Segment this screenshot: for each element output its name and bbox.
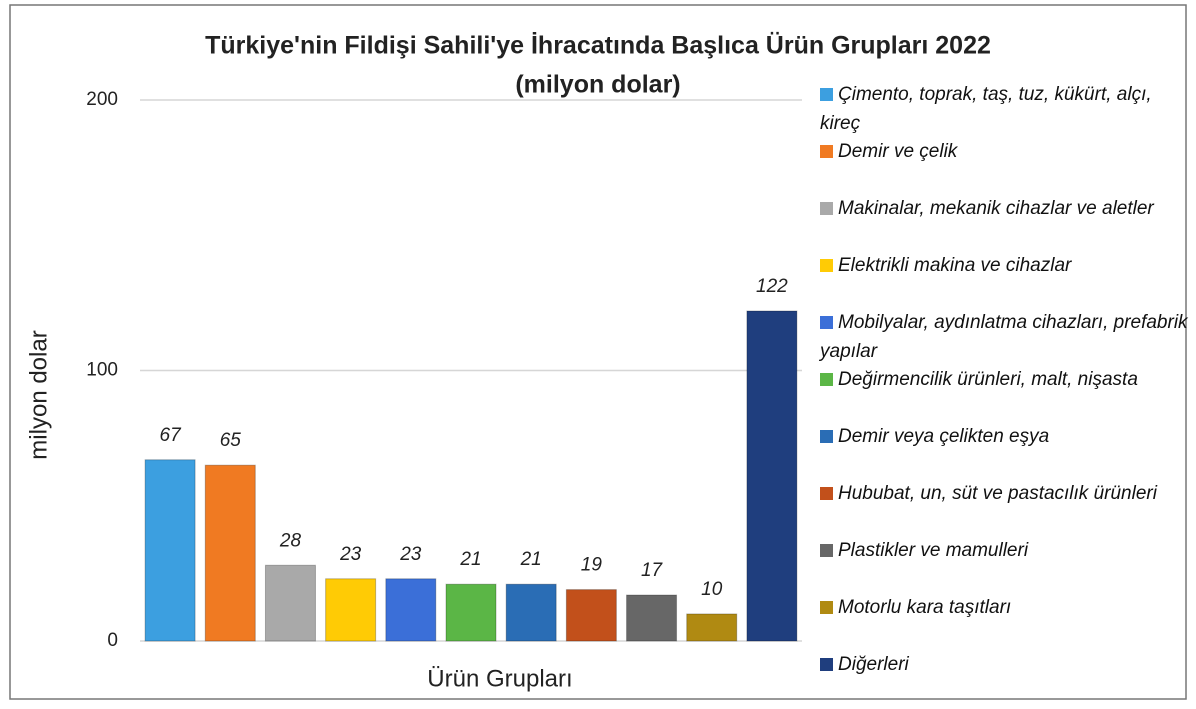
data-label: 21 <box>520 549 542 570</box>
legend-swatch <box>820 316 833 329</box>
legend-label: Makinalar, mekanik cihazlar ve aletler <box>838 198 1154 219</box>
data-label: 122 <box>756 276 788 297</box>
chart-subtitle: (milyon dolar) <box>515 71 680 99</box>
y-tick-label: 200 <box>86 89 118 110</box>
legend-swatch <box>820 658 833 671</box>
legend-swatch <box>820 202 833 215</box>
bar <box>686 613 738 642</box>
legend-item: Motorlu kara taşıtları <box>820 593 1188 622</box>
legend-item: Çimento, toprak, taş, tuz, kükürt, alçı,… <box>820 80 1188 138</box>
legend-item: Diğerleri <box>820 650 1188 679</box>
bar <box>565 589 617 642</box>
legend-label: Hububat, un, süt ve pastacılık ürünleri <box>838 483 1157 504</box>
data-label: 67 <box>160 425 183 446</box>
legend-item: Değirmencilik ürünleri, malt, nişasta <box>820 365 1188 394</box>
legend-label: Demir ve çelik <box>838 141 958 162</box>
legend-swatch <box>820 88 833 101</box>
legend-label: Mobilyalar, aydınlatma cihazları, prefab… <box>820 312 1188 362</box>
bar <box>144 459 196 642</box>
legend-label: Diğerleri <box>838 654 909 675</box>
frame <box>9 4 1187 700</box>
legend-item: Elektrikli makina ve cihazlar <box>820 251 1188 280</box>
legend-swatch <box>820 259 833 272</box>
legend-item: Makinalar, mekanik cihazlar ve aletler <box>820 194 1188 223</box>
chart-title: Türkiye'nin Fildişi Sahili'ye İhracatınd… <box>205 31 991 60</box>
bar <box>325 578 377 642</box>
legend-item: Plastikler ve mamulleri <box>820 536 1188 565</box>
bar <box>264 564 316 642</box>
data-label: 23 <box>339 544 362 565</box>
legend-swatch <box>820 487 833 500</box>
x-axis-title: Ürün Grupları <box>427 665 572 692</box>
data-label: 28 <box>279 530 302 551</box>
y-tick-label: 0 <box>107 630 118 651</box>
legend-swatch <box>820 373 833 386</box>
bar <box>445 583 497 642</box>
data-label: 65 <box>220 430 242 451</box>
bar <box>385 578 437 642</box>
legend-label: Değirmencilik ürünleri, malt, nişasta <box>838 369 1138 390</box>
legend-item: Demir veya çelikten eşya <box>820 422 1188 451</box>
bar <box>626 594 678 642</box>
data-label: 10 <box>701 579 723 600</box>
legend-swatch <box>820 145 833 158</box>
legend-swatch <box>820 601 833 614</box>
y-tick-label: 100 <box>86 360 118 381</box>
legend-item: Demir ve çelik <box>820 137 1188 166</box>
legend-swatch <box>820 430 833 443</box>
bar <box>204 464 256 642</box>
legend-swatch <box>820 544 833 557</box>
legend-label: Plastikler ve mamulleri <box>838 540 1029 561</box>
legend-label: Demir veya çelikten eşya <box>838 426 1050 447</box>
y-axis-title: milyon dolar <box>25 330 52 459</box>
legend-label: Elektrikli makina ve cihazlar <box>838 255 1072 276</box>
bar <box>505 583 557 642</box>
data-label: 23 <box>399 544 422 565</box>
data-label: 19 <box>581 555 603 576</box>
data-label: 21 <box>459 549 481 570</box>
legend-item: Mobilyalar, aydınlatma cihazları, prefab… <box>820 308 1188 366</box>
legend-item: Hububat, un, süt ve pastacılık ürünleri <box>820 479 1188 508</box>
bar <box>746 310 798 642</box>
legend-label: Motorlu kara taşıtları <box>838 597 1012 618</box>
legend-label: Çimento, toprak, taş, tuz, kükürt, alçı,… <box>820 84 1152 134</box>
data-label: 17 <box>641 560 664 581</box>
